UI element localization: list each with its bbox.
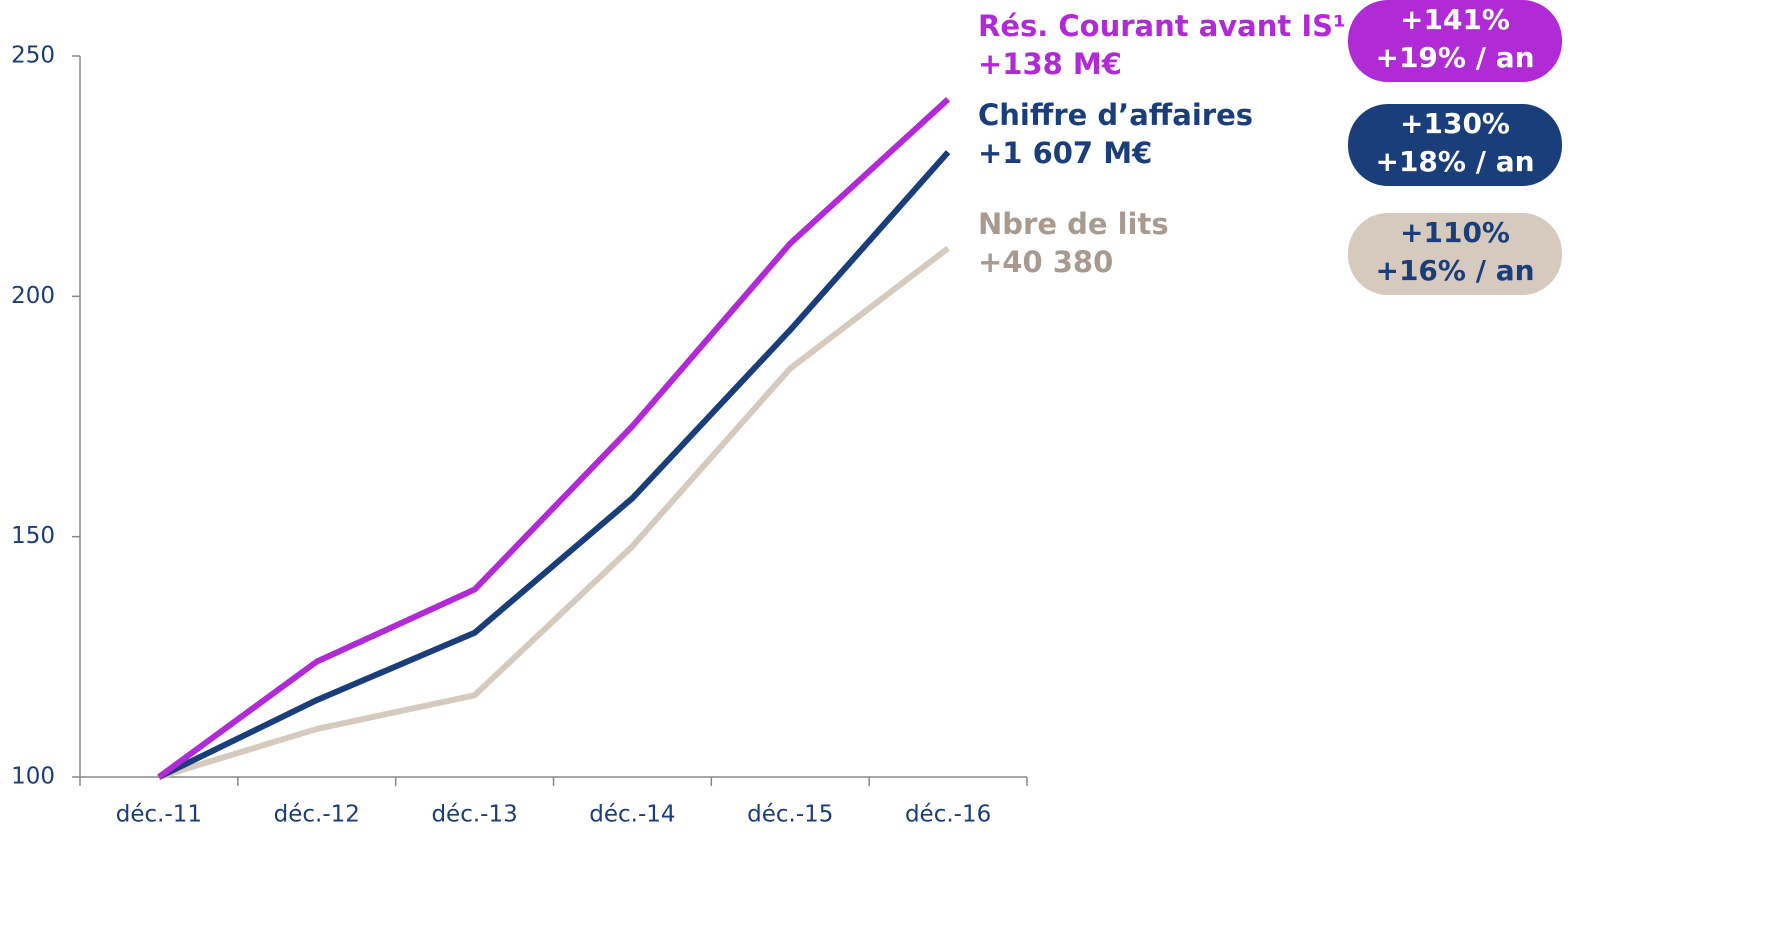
y-tick-label: 100 — [11, 764, 55, 790]
series-line — [157, 97, 951, 780]
growth-badge — [1348, 0, 1562, 82]
x-tick-label: déc.-15 — [747, 802, 833, 828]
y-tick-label: 200 — [11, 283, 55, 309]
badge-growth: +110% — [1400, 216, 1510, 249]
x-tick-label: déc.-13 — [431, 802, 517, 828]
badge-annual: +18% / an — [1375, 145, 1534, 178]
series-line — [157, 150, 951, 780]
legend-label: Chiffre d’affaires — [978, 98, 1253, 132]
badge-growth: +130% — [1400, 107, 1510, 140]
growth-badge — [1348, 213, 1562, 295]
x-tick-label: déc.-16 — [905, 802, 991, 828]
legend-change: +138 M€ — [978, 47, 1122, 81]
x-tick-label: déc.-12 — [274, 802, 360, 828]
series-line — [158, 245, 950, 780]
x-tick-label: déc.-11 — [116, 802, 202, 828]
legend-change: +1 607 M€ — [978, 136, 1152, 170]
legend-change: +40 380 — [978, 245, 1113, 279]
y-tick-label: 250 — [11, 43, 55, 69]
y-tick-label: 150 — [11, 523, 55, 549]
badge-annual: +16% / an — [1375, 254, 1534, 287]
badge-growth: +141% — [1400, 3, 1510, 36]
legend-label: Nbre de lits — [978, 207, 1169, 241]
growth-badge — [1348, 104, 1562, 186]
badge-annual: +19% / an — [1375, 41, 1534, 74]
legend-label: Rés. Courant avant IS¹ — [978, 9, 1346, 43]
x-tick-label: déc.-14 — [589, 802, 675, 828]
